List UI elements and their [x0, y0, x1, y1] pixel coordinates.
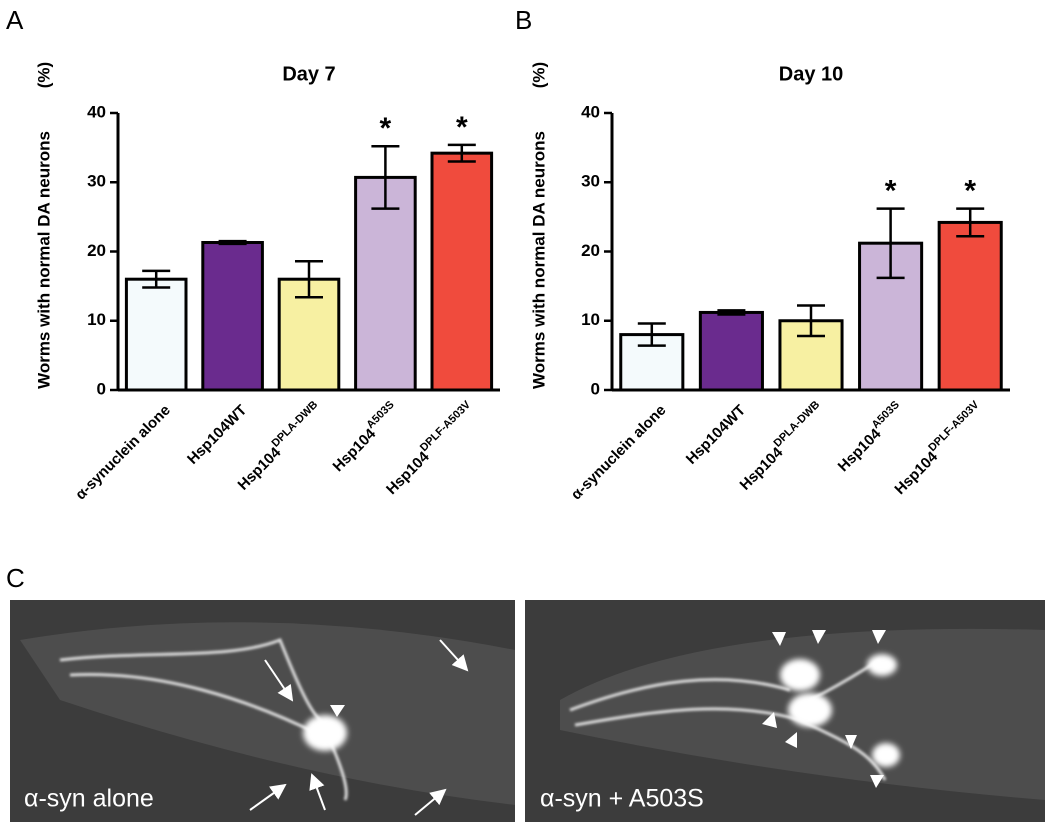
x-tick-label-superscript: A503S — [364, 399, 396, 431]
x-tick-label: Hsp104WT — [683, 402, 749, 468]
error-bar — [142, 269, 171, 289]
panel-label: C — [6, 563, 25, 593]
bar — [698, 310, 764, 392]
x-tick-label-superscript: DPLF-A503V — [418, 398, 474, 454]
y-tick-label: 30 — [87, 172, 106, 191]
micrograph: α-syn + A503S — [525, 600, 1045, 822]
x-tick-label-text: α-synuclein alone — [568, 402, 670, 504]
error-bar — [637, 322, 666, 347]
chart-title: Day 10 — [779, 63, 844, 85]
x-tick-label-text: Hsp104 — [737, 444, 787, 494]
significance-mark: * — [380, 112, 392, 145]
x-tick-label: Hsp104A503S — [832, 399, 908, 475]
x-tick-label-text: Hsp104WT — [184, 402, 250, 468]
y-tick-label: 10 — [87, 310, 106, 329]
chart-title: Day 7 — [282, 63, 335, 85]
x-tick-label-text: Hsp104 — [383, 448, 433, 498]
y-axis-label: Worms with normal DA neurons — [34, 131, 53, 389]
error-bar — [876, 207, 905, 280]
x-tick-label: Hsp104DPLF-A503V — [889, 398, 989, 498]
x-tick-label: Hsp104A503S — [327, 399, 403, 475]
significance-mark: * — [885, 174, 897, 207]
y-tick-label: 40 — [581, 102, 600, 121]
bar — [937, 220, 1003, 392]
error-bar — [371, 144, 400, 210]
x-tick-label-superscript: DPLA-DWB — [269, 399, 320, 450]
y-axis-unit: (%) — [529, 62, 548, 88]
image-caption: α-syn + A503S — [540, 785, 704, 813]
error-bar — [295, 259, 323, 299]
micrograph: α-syn alone — [10, 600, 515, 822]
y-tick-label: 30 — [581, 172, 600, 191]
y-tick-label: 20 — [87, 241, 106, 260]
x-tick-label-text: Hsp104 — [329, 425, 379, 475]
bar — [430, 151, 494, 392]
x-tick-label: α-synuclein alone — [72, 402, 174, 504]
y-tick-label: 0 — [591, 379, 600, 398]
bar — [354, 175, 417, 392]
y-axis-label: Worms with normal DA neurons — [529, 131, 548, 389]
x-tick-label-superscript: DPLF-A503V — [926, 398, 982, 454]
x-tick-label-superscript: A503S — [870, 399, 902, 431]
x-tick-label-text: Hsp104 — [891, 448, 941, 498]
x-tick-label-text: Hsp104WT — [683, 402, 749, 468]
y-tick-label: 20 — [581, 241, 600, 260]
image-caption: α-syn alone — [24, 785, 154, 813]
error-bar — [218, 239, 247, 246]
y-tick-label: 0 — [97, 379, 106, 398]
panel-label: B — [515, 5, 532, 35]
bar — [124, 277, 188, 392]
x-tick-label-superscript: DPLA-DWB — [771, 399, 822, 450]
x-tick-label: Hsp104DPLF-A503V — [380, 398, 480, 498]
error-bar — [797, 304, 825, 338]
y-axis-unit: (%) — [34, 62, 53, 88]
x-tick-label-text: α-synuclein alone — [72, 402, 174, 504]
error-bar — [447, 143, 476, 163]
significance-mark: * — [964, 174, 976, 207]
x-tick-label: Hsp104WT — [184, 402, 250, 468]
error-bar — [956, 207, 985, 238]
error-bar — [717, 309, 746, 316]
x-tick-label: α-synuclein alone — [568, 402, 670, 504]
y-tick-label: 10 — [581, 310, 600, 329]
x-tick-label-text: Hsp104 — [235, 444, 285, 494]
x-tick-label-text: Hsp104 — [835, 425, 885, 475]
bar — [201, 240, 264, 392]
significance-mark: * — [456, 111, 468, 144]
y-tick-label: 40 — [87, 102, 106, 121]
panel-label: A — [6, 5, 24, 35]
